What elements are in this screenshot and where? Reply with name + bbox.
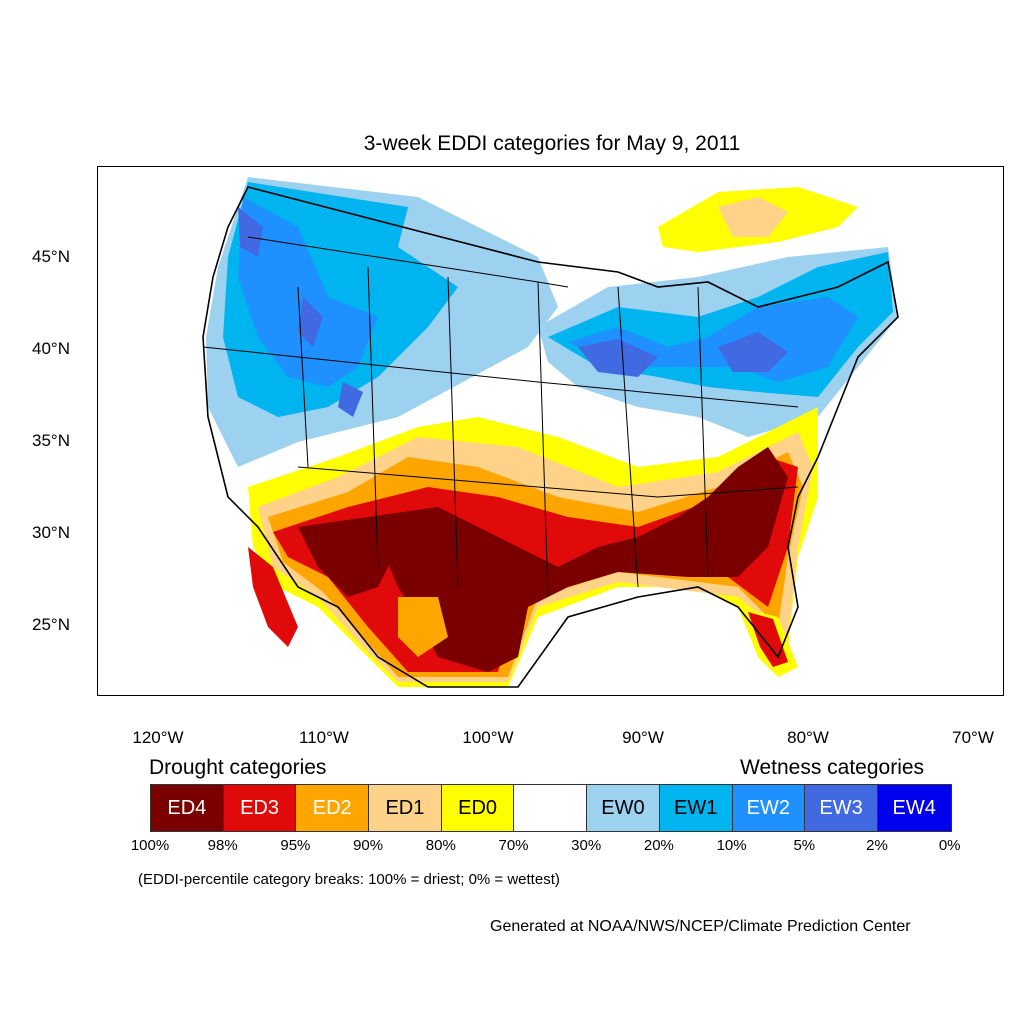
dry-ed3-baja (248, 547, 298, 647)
wet-ew3-northwest-1 (238, 207, 263, 257)
coastline (202, 186, 899, 688)
lat-tick-25: 25°N (32, 615, 70, 634)
percentile-label: 80% (425, 837, 456, 854)
category-break-note: (EDDI-percentile category breaks: 100% =… (138, 871, 560, 888)
legend-box-ed0: ED0 (441, 785, 515, 831)
eddi-map (97, 166, 1004, 696)
percentile-label: 70% (498, 837, 529, 854)
dry-ed3-florida (748, 612, 788, 667)
percentile-label: 0% (938, 837, 961, 854)
legend-box-ed1: ED1 (369, 785, 442, 831)
dry-ed2-westtexas (398, 597, 448, 657)
state-line-8 (297, 286, 309, 468)
wet-ew3-greatlakes-2 (718, 332, 788, 372)
category-legend-bar: ED4 ED3 ED2 ED1 ED0 EW0 EW1 EW2 EW3 EW4 (150, 784, 952, 832)
wet-ew3-northwest-2 (298, 297, 323, 347)
legend-box-ed3: ED3 (223, 785, 297, 831)
percentile-label: 20% (643, 837, 674, 854)
wet-ew3-northwest-3 (338, 382, 363, 417)
percentile-label: 30% (571, 837, 602, 854)
dry-ed1-michigan (718, 197, 788, 237)
legend-box-ew0: EW0 (587, 785, 660, 831)
lon-tick-70w: 70°W (952, 728, 994, 747)
percentile-label: 5% (793, 837, 816, 854)
percentile-label: 2% (866, 837, 888, 854)
legend-box-ew3: EW3 (805, 785, 878, 831)
lon-tick-80w: 80°W (787, 728, 829, 747)
lat-tick-30: 30°N (32, 523, 70, 542)
legend-box-ed2: ED2 (296, 785, 370, 831)
eddi-map-svg (202, 177, 899, 688)
lat-tick-35: 35°N (32, 431, 70, 450)
map-title: 3-week EDDI categories for May 9, 2011 (363, 132, 741, 155)
lat-tick-40: 40°N (32, 339, 70, 358)
percentile-label: 98% (207, 837, 238, 854)
percentile-label: 95% (280, 837, 311, 854)
legend-box-neutral (514, 785, 588, 831)
drought-legend-title: Drought categories (149, 756, 327, 779)
legend-box-ew4: EW4 (877, 785, 951, 831)
state-line-3 (367, 266, 379, 568)
percentile-label: 10% (716, 837, 747, 854)
lon-tick-120w: 120°W (132, 728, 184, 747)
lon-tick-90w: 90°W (622, 728, 664, 747)
legend-box-ew1: EW1 (659, 785, 733, 831)
legend-box-ew2: EW2 (732, 785, 806, 831)
wet-ew2-northwest (238, 197, 378, 387)
state-line-4 (447, 276, 459, 588)
dry-ed4-southwest (368, 447, 788, 672)
state-line-5 (537, 281, 549, 598)
wet-ew3-greatlakes-1 (578, 339, 658, 377)
wetness-legend-title: Wetness categories (740, 756, 925, 779)
state-line-6 (617, 286, 639, 588)
dry-ed4-texas (298, 517, 398, 597)
state-line-1 (202, 346, 799, 408)
percentile-label: 100% (130, 837, 170, 854)
credit-text: Generated at NOAA/NWS/NCEP/Climate Predi… (490, 918, 911, 935)
state-line-7 (697, 286, 709, 578)
percentile-label: 90% (353, 837, 384, 854)
lat-tick-45: 45°N (32, 247, 70, 266)
legend-box-ed4: ED4 (151, 785, 224, 831)
state-line-2 (297, 466, 799, 498)
map-outlines (202, 186, 899, 688)
lon-tick-100w: 100°W (462, 728, 514, 747)
lon-tick-110w: 110°W (299, 728, 349, 747)
